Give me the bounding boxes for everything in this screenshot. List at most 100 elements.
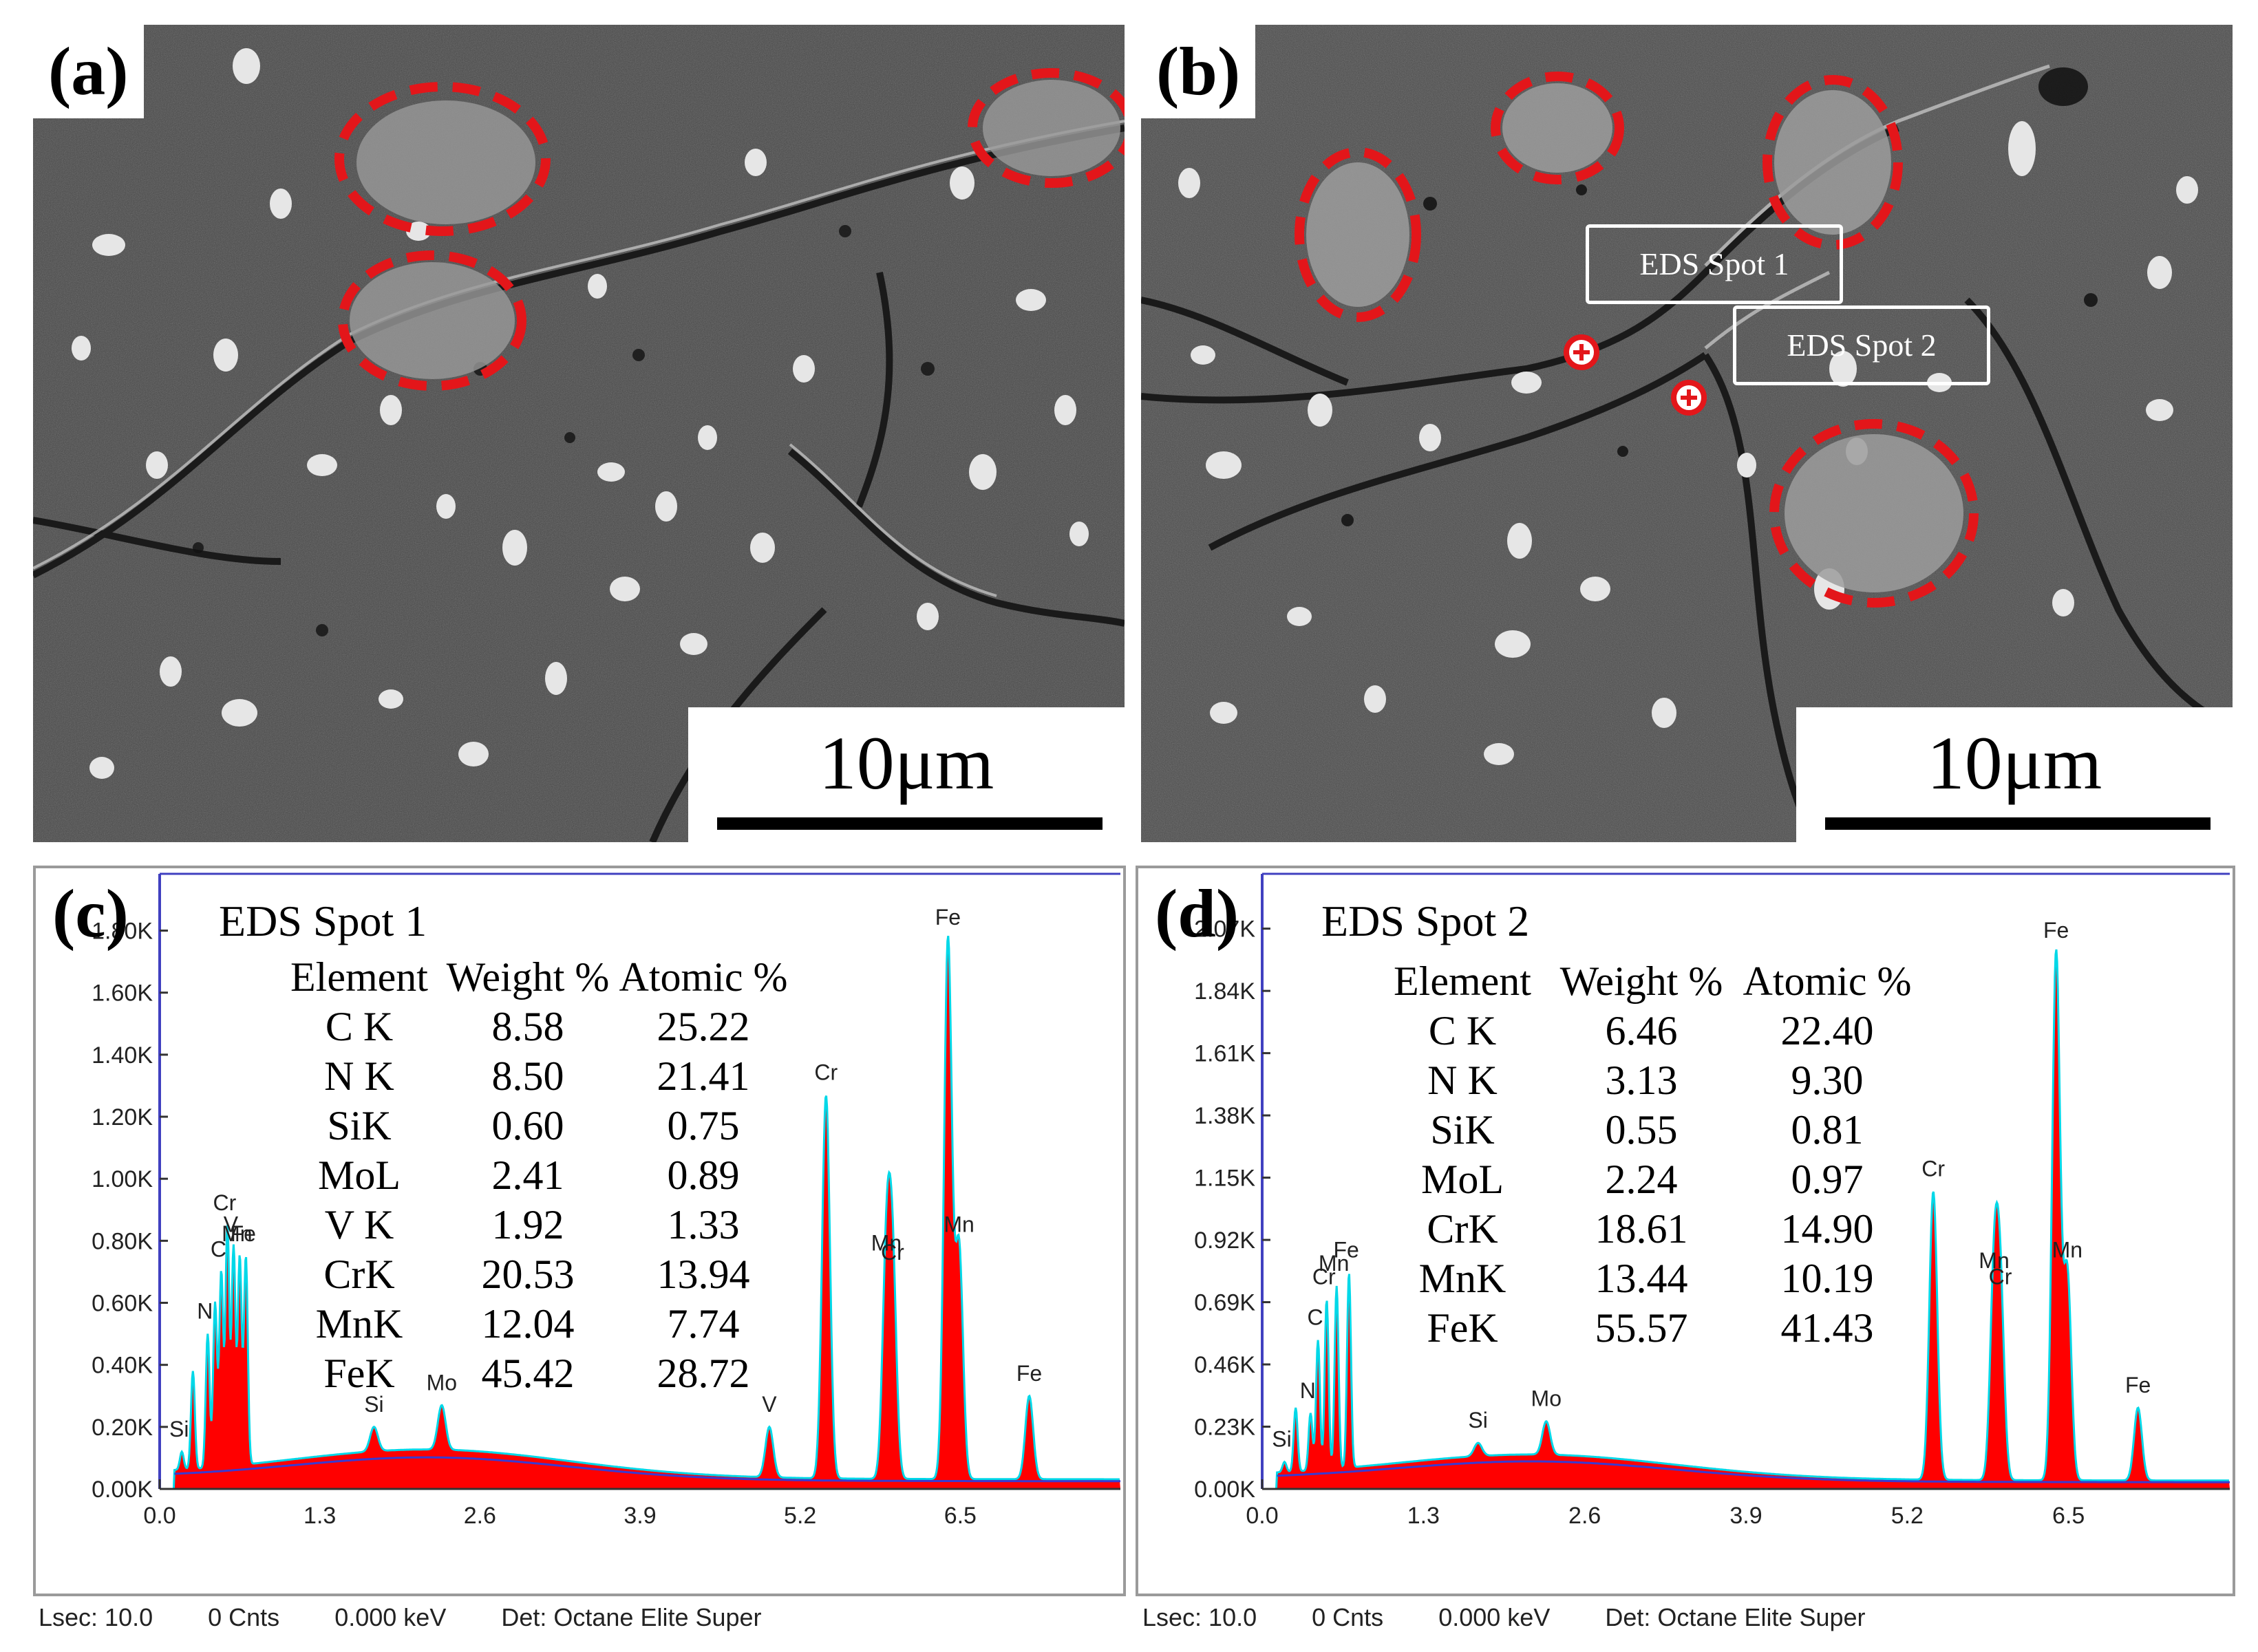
peak-label: Mo — [1531, 1386, 1562, 1411]
scale-bar-box-a: 10μm — [688, 707, 1125, 842]
peak-label: Mn — [1319, 1251, 1349, 1276]
cell-weight: 2.24 — [1605, 1157, 1678, 1202]
eds-table-row: MoL 2.24 0.97 — [1376, 1155, 1920, 1204]
x-tick-label: 3.9 — [1729, 1503, 1762, 1529]
scale-bar-b — [1825, 817, 2211, 830]
eds-table-row: MnK 13.44 10.19 — [1376, 1254, 1920, 1303]
y-tick-label: 0.46K — [1194, 1352, 1255, 1378]
eds-table-row: FeK 45.42 28.72 — [277, 1349, 793, 1398]
cell-weight: 45.42 — [481, 1351, 575, 1396]
peak-label: Mn — [944, 1212, 974, 1236]
eds-chart-c: 0.00K 0.20K 0.40K 0.60K 0.80K 1.00K 1.20K 1.40K… — [92, 872, 1120, 1529]
y-tick-label: 1.00K — [92, 1166, 153, 1192]
cell-atomic: 9.30 — [1791, 1058, 1864, 1103]
peak-label: Cr — [881, 1240, 904, 1265]
header-weight: Weight % — [1559, 958, 1723, 1004]
peak-label: Si — [1272, 1427, 1291, 1452]
x-tick-label: 2.6 — [464, 1503, 496, 1529]
eds-table-row: CrK 18.61 14.90 — [1376, 1204, 1920, 1254]
panel-label-d: (d) — [1155, 875, 1239, 952]
eds-table-row: C K 8.58 25.22 — [277, 1002, 793, 1051]
cell-atomic: 0.75 — [667, 1103, 740, 1148]
eds-title-d: EDS Spot 2 — [1321, 897, 1530, 945]
eds-footer-c: Lsec: 10.0 0 Cnts 0.000 keV Det: Octane … — [39, 1603, 810, 1632]
x-tick-label: 1.3 — [1407, 1503, 1440, 1529]
x-tick-label: 0.0 — [143, 1503, 175, 1529]
spectrum-outline — [160, 935, 1120, 1490]
eds-table-row: CrK 20.53 13.94 — [277, 1249, 793, 1299]
y-tick-label: 0.00K — [1194, 1477, 1255, 1503]
cell-element: SiK — [327, 1103, 392, 1148]
peak-label: C — [211, 1236, 226, 1261]
cell-element: FeK — [323, 1351, 395, 1396]
peak-label: Si — [364, 1392, 383, 1417]
y-tick-label: 1.84K — [1194, 978, 1255, 1005]
cell-element: C K — [1428, 1008, 1497, 1053]
eds-table-row: FeK 55.57 41.43 — [1376, 1303, 1920, 1353]
peak-label: Cr — [1921, 1156, 1945, 1181]
cell-weight: 55.57 — [1595, 1305, 1688, 1351]
y-tick-label: 0.69K — [1194, 1290, 1255, 1316]
x-tick-label: 3.9 — [624, 1503, 656, 1529]
panel-label-c: (c) — [52, 875, 129, 952]
peak-label: Mn — [871, 1230, 902, 1255]
x-tick-label: 0.0 — [1246, 1503, 1278, 1529]
eds-footer-d: Lsec: 10.0 0 Cnts 0.000 keV Det: Octane … — [1142, 1603, 1914, 1632]
header-atomic: Atomic % — [1743, 958, 1912, 1004]
header-element: Element — [290, 954, 428, 1000]
eds-table-row: SiK 0.55 0.81 — [1376, 1105, 1920, 1155]
eds-table-row: N K 3.13 9.30 — [1376, 1055, 1920, 1105]
cell-atomic: 10.19 — [1780, 1256, 1874, 1301]
cell-element: V K — [324, 1202, 394, 1247]
footer-lsec-d: Lsec: 10.0 — [1142, 1603, 1257, 1631]
cell-element: N K — [324, 1053, 394, 1099]
eds-spot-1-tag: EDS Spot 1 — [1586, 224, 1843, 304]
cell-atomic: 28.72 — [657, 1351, 750, 1396]
footer-lsec-c: Lsec: 10.0 — [39, 1603, 153, 1631]
peak-label: Fe — [231, 1221, 256, 1246]
sem-image-b: EDS Spot 1 EDS Spot 2 (b) 10μm — [1141, 25, 2233, 842]
peak-label: V — [224, 1212, 239, 1236]
eds-table-row: MoL 2.41 0.89 — [277, 1150, 793, 1200]
cell-weight: 2.41 — [491, 1152, 564, 1198]
cell-weight: 20.53 — [481, 1252, 575, 1297]
y-tick-label: 1.60K — [92, 980, 153, 1007]
y-tick-label: 1.80K — [92, 919, 153, 945]
y-tick-label: 0.60K — [92, 1291, 153, 1317]
eds-spectrum-c: 0.00K 0.20K 0.40K 0.60K 0.80K 1.00K 1.20K 1.40K… — [33, 866, 1126, 1596]
peak-label: Fe — [2125, 1373, 2151, 1397]
precipitates-a — [72, 48, 1089, 779]
y-tick-label: 1.38K — [1194, 1103, 1255, 1129]
peak-label: Si — [169, 1417, 189, 1441]
sem-image-a: (a) 10μm — [33, 25, 1125, 842]
x-tick-label: 2.6 — [1568, 1503, 1601, 1529]
background-fit — [1277, 1460, 2230, 1483]
peak-label: N — [197, 1299, 213, 1324]
cell-atomic: 25.22 — [657, 1004, 750, 1049]
footer-cnts-d: 0 Cnts — [1312, 1603, 1384, 1631]
peak-label: Cr — [814, 1060, 838, 1084]
cell-element: C K — [325, 1004, 394, 1049]
cell-atomic: 21.41 — [657, 1053, 750, 1099]
x-tick-label: 1.3 — [303, 1503, 336, 1529]
cell-atomic: 7.74 — [667, 1301, 740, 1347]
y-tick-label: 0.40K — [92, 1353, 153, 1379]
peak-label: Fe — [2043, 918, 2069, 943]
x-tick-label: 6.5 — [2052, 1503, 2085, 1529]
panel-label-a: (a) — [33, 25, 144, 118]
cell-weight: 13.44 — [1595, 1256, 1688, 1301]
footer-kev-d: 0.000 keV — [1438, 1603, 1551, 1631]
cell-weight: 8.58 — [491, 1004, 564, 1049]
peak-label: Si — [1468, 1408, 1487, 1433]
cell-element: MnK — [1418, 1256, 1506, 1301]
cell-element: MnK — [315, 1301, 403, 1347]
cell-weight: 6.46 — [1605, 1008, 1678, 1053]
x-tick-label: 5.2 — [1891, 1503, 1924, 1529]
eds-table-row: V K 1.92 1.33 — [277, 1200, 793, 1249]
cell-element: CrK — [1427, 1206, 1498, 1252]
cell-atomic: 0.89 — [667, 1152, 740, 1198]
peak-label: Mo — [427, 1370, 457, 1395]
header-weight: Weight % — [446, 954, 610, 1000]
eds-table-row: SiK 0.60 0.75 — [277, 1101, 793, 1150]
footer-kev-c: 0.000 keV — [334, 1603, 447, 1631]
